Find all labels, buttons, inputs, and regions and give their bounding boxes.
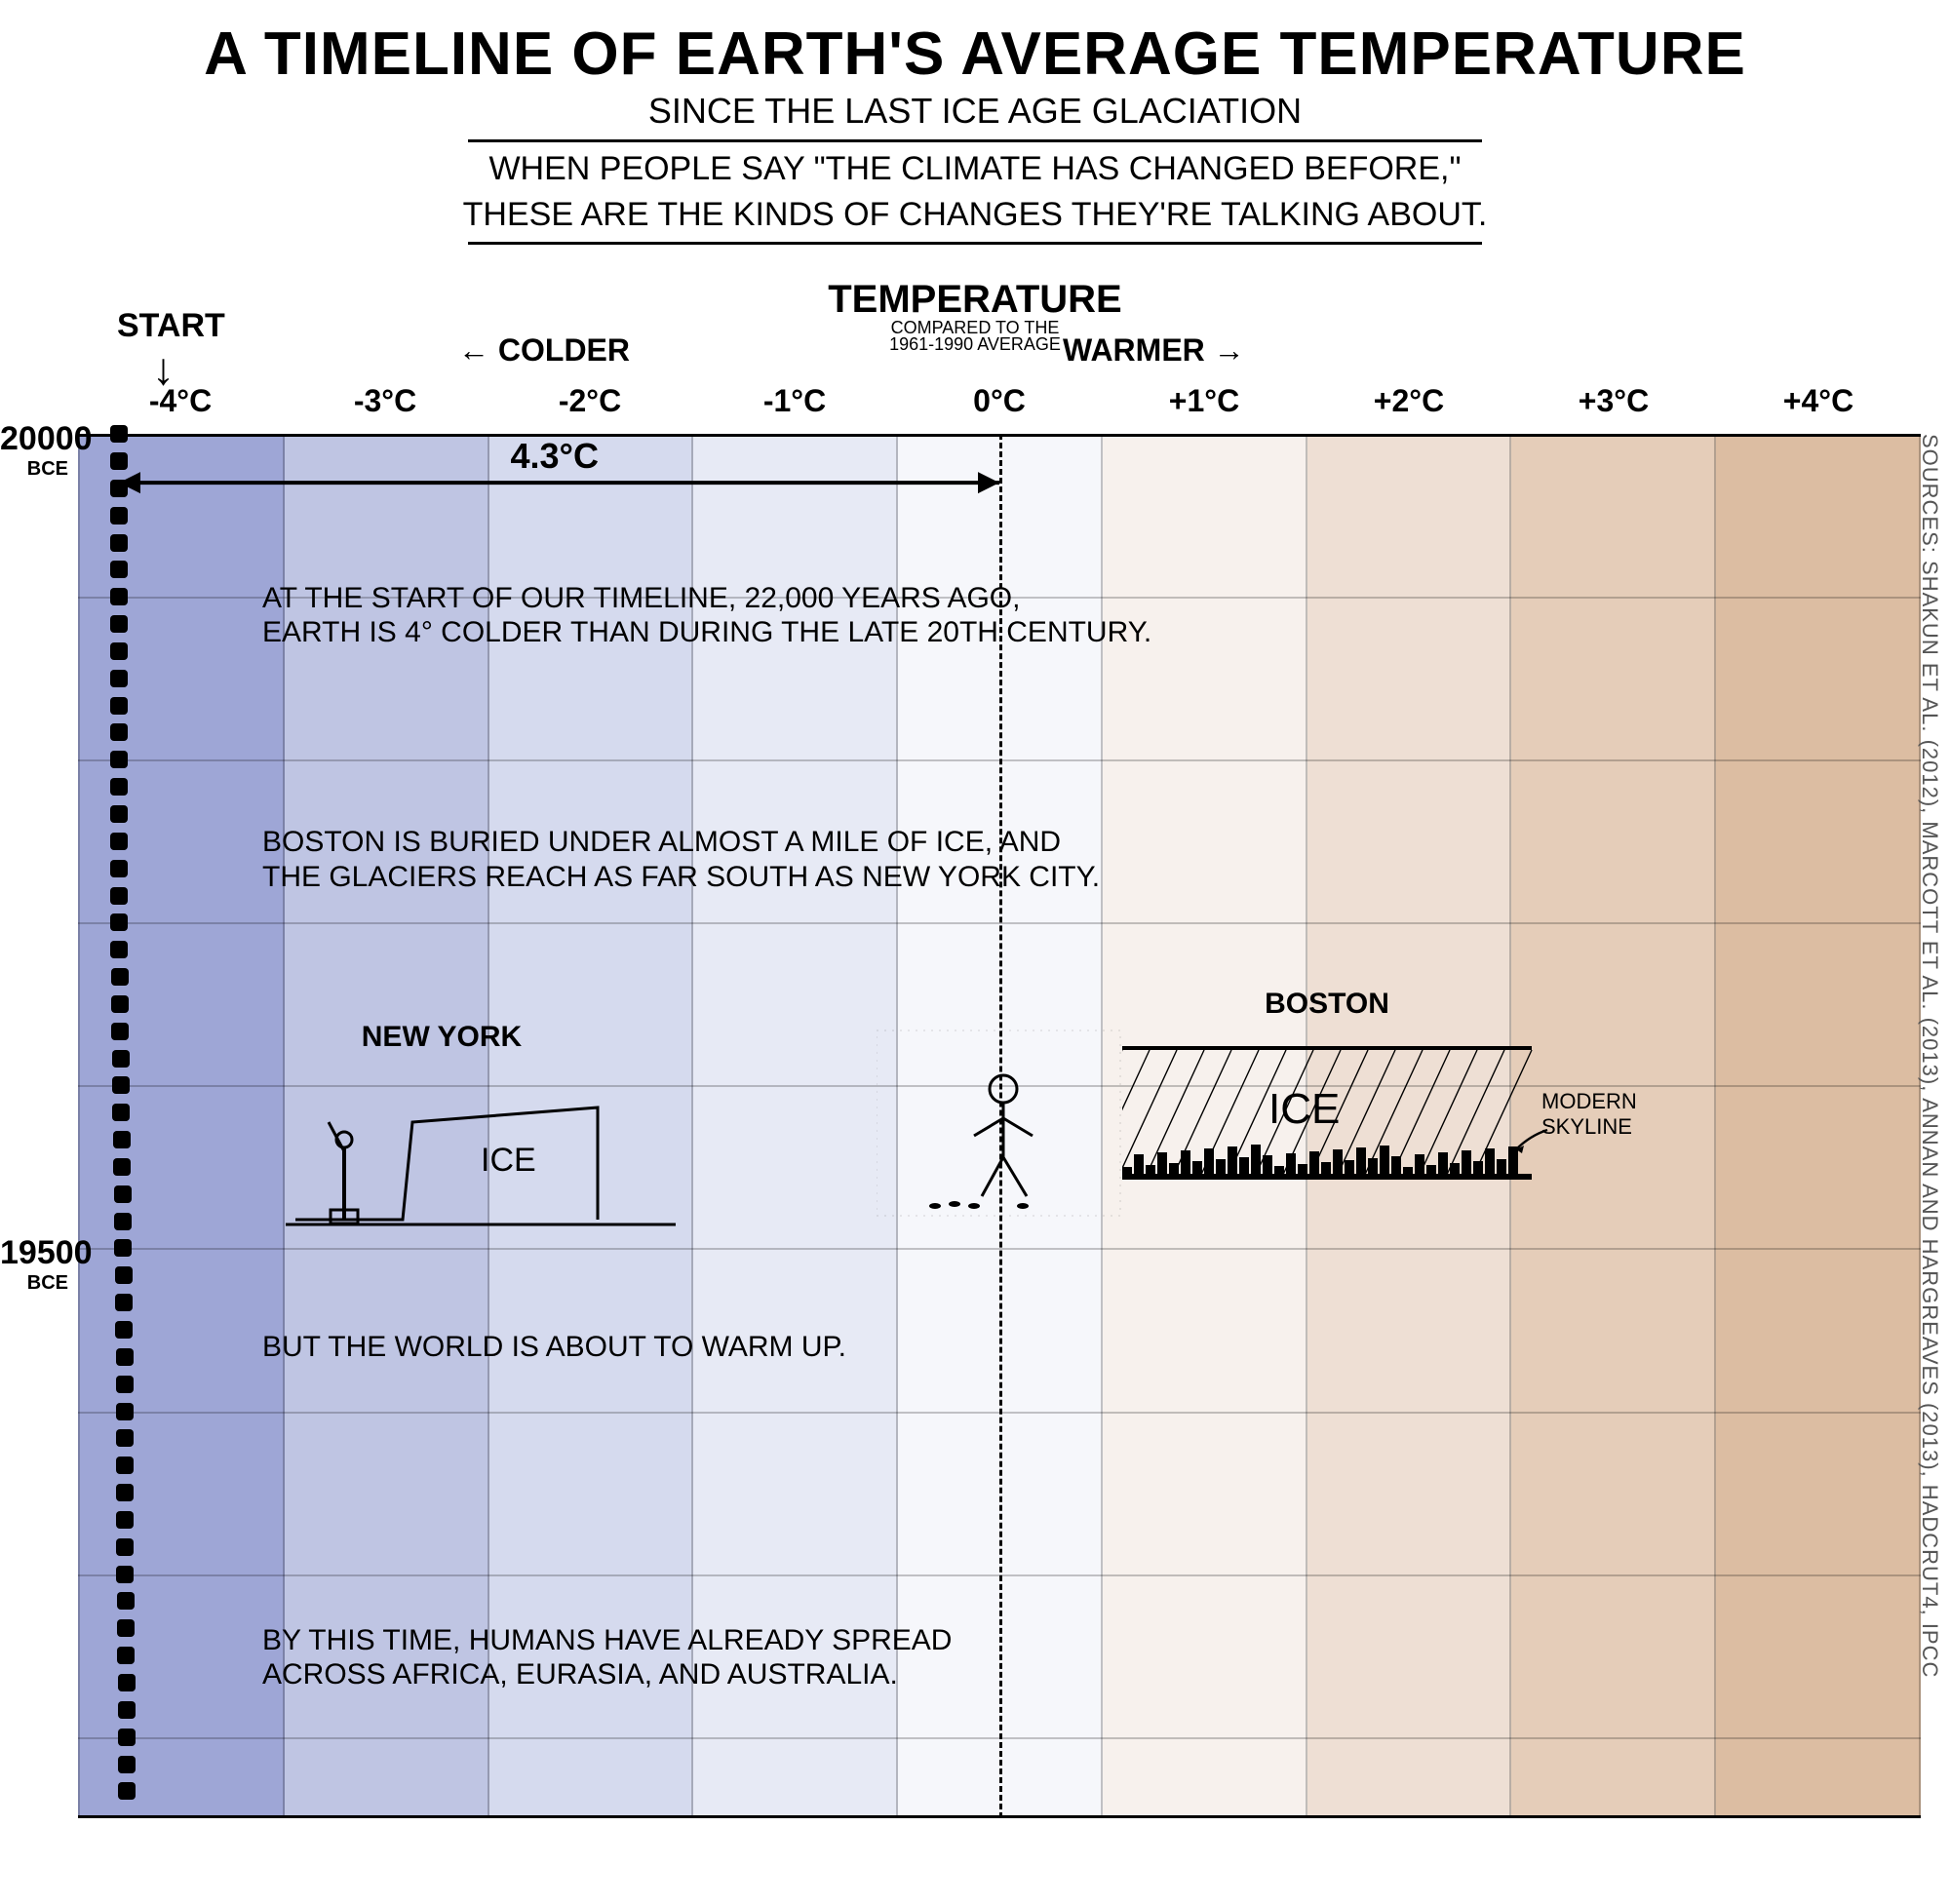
x-tick: +4°C: [1783, 383, 1853, 419]
delta-label: 4.3°C: [511, 436, 599, 477]
x-tick: +3°C: [1579, 383, 1649, 419]
page: A TIMELINE OF EARTH'S AVERAGE TEMPERATUR…: [0, 0, 1950, 1904]
svg-text:ICE: ICE: [1268, 1085, 1340, 1133]
x-tick: +1°C: [1169, 383, 1239, 419]
colder-label: ← COLDER: [458, 332, 630, 369]
boston-sketch-icon: ICE: [1122, 1021, 1551, 1196]
page-title: A TIMELINE OF EARTH'S AVERAGE TEMPERATUR…: [39, 19, 1911, 89]
newyork-title: NEW YORK: [286, 1021, 598, 1054]
y-tick-year: 19500: [0, 1234, 68, 1272]
y-tick: 19500BCE: [0, 1234, 68, 1295]
svg-text:ICE: ICE: [481, 1142, 536, 1179]
temperature-title: TEMPERATURE: [0, 278, 1950, 322]
page-subtitle: SINCE THE LAST ICE AGE GLACIATION: [39, 91, 1911, 132]
x-tick: -2°C: [559, 383, 621, 419]
y-tick-year: 20000: [0, 420, 68, 458]
newyork-sketch-icon: ICE: [286, 1054, 695, 1249]
walker-sketch-icon: [877, 1021, 1130, 1235]
illustration-newyork: NEW YORK ICE: [286, 1021, 695, 1254]
illustration-boston: BOSTON ICE: [1122, 988, 1551, 1201]
annotation-a1: AT THE START OF OUR TIMELINE, 22,000 YEA…: [262, 581, 1151, 650]
sources-text: SOURCES: SHAKUN ET AL. (2012), MARCOTT E…: [1913, 434, 1942, 1818]
intro-line-1: WHEN PEOPLE SAY "THE CLIMATE HAS CHANGED…: [39, 150, 1911, 188]
temperature-subtitle-2: 1961-1990 AVERAGE: [0, 334, 1950, 355]
annotation-a4: BY THIS TIME, HUMANS HAVE ALREADY SPREAD…: [262, 1623, 952, 1692]
x-tick: 0°C: [973, 383, 1026, 419]
warmer-label: WARMER →: [1063, 332, 1245, 369]
illustration-walker: [877, 1021, 1130, 1240]
intro-line-2: THESE ARE THE KINDS OF CHANGES THEY'RE T…: [39, 196, 1911, 234]
divider-bottom: [468, 242, 1482, 245]
modern-skyline-label: MODERN SKYLINE: [1541, 1089, 1637, 1140]
y-tick-era: BCE: [0, 1272, 68, 1295]
divider-top: [468, 139, 1482, 142]
temperature-header: TEMPERATURE COMPARED TO THE 1961-1990 AV…: [0, 278, 1950, 434]
annotation-a3: BUT THE WORLD IS ABOUT TO WARM UP.: [262, 1330, 846, 1364]
x-tick: +2°C: [1374, 383, 1444, 419]
x-tick: -1°C: [763, 383, 826, 419]
y-tick: 20000BCE: [0, 420, 68, 481]
x-tick: -3°C: [354, 383, 416, 419]
colder-text: COLDER: [498, 332, 630, 368]
timeline-chart: 20000BCE19500BCE 4.3°C AT THE START OF O…: [78, 434, 1921, 1818]
y-tick-era: BCE: [0, 458, 68, 481]
warmer-text: WARMER: [1063, 332, 1205, 368]
start-label: START: [117, 307, 225, 345]
modern-skyline-arrow-icon: [1512, 1126, 1551, 1160]
boston-title: BOSTON: [1122, 988, 1532, 1021]
x-tick: -4°C: [149, 383, 212, 419]
annotation-a2: BOSTON IS BURIED UNDER ALMOST A MILE OF …: [262, 825, 1100, 894]
title-block: A TIMELINE OF EARTH'S AVERAGE TEMPERATUR…: [0, 0, 1950, 262]
